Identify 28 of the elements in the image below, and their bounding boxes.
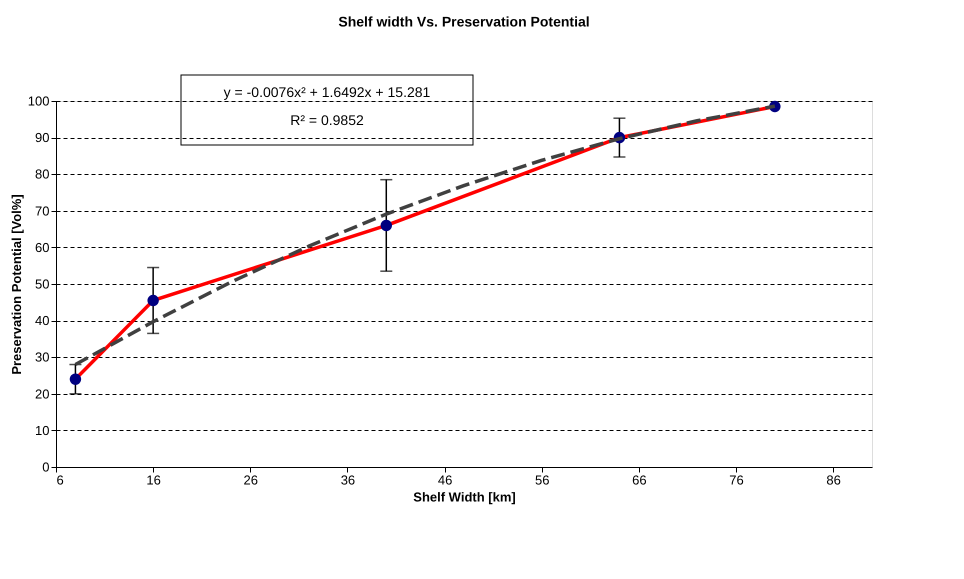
y-tick-label: 60: [35, 240, 50, 255]
x-tick-label: 86: [826, 472, 841, 488]
y-tick-label: 40: [35, 313, 50, 328]
y-tick-label: 30: [35, 350, 50, 365]
y-tick-label: 90: [35, 130, 50, 146]
point: [380, 220, 392, 232]
x-tick-label: 46: [438, 472, 452, 488]
x-tick-label: 26: [244, 472, 258, 488]
point: [147, 294, 159, 306]
x-tick-label: 66: [632, 472, 647, 488]
text: y = -0.0076x² + 1.6492x + 15.281: [224, 84, 431, 100]
point: [70, 373, 82, 385]
y-tick-label: 100: [28, 94, 50, 108]
x-axis-title: Shelf Width [km]: [413, 490, 516, 504]
y-tick-label: 80: [35, 166, 50, 182]
x-tick-label: 6: [56, 472, 64, 488]
chart-title: Shelf width Vs. Preservation Potential: [338, 14, 590, 30]
y-axis-title: Preservation Potential [Vol%]: [8, 194, 24, 375]
y-tick-label: 20: [35, 386, 50, 402]
x-tick-label: 36: [340, 472, 356, 488]
y-tick-label: 70: [35, 203, 50, 218]
y-tick-label: 0: [42, 460, 50, 474]
x-tick-label: 16: [146, 472, 161, 488]
y-tick-label: 10: [35, 422, 50, 438]
x-tick-label: 56: [534, 472, 550, 488]
annotation: R² = 0.9852: [290, 112, 364, 128]
x-tick-label: 76: [729, 472, 744, 488]
y-tick-label: 50: [35, 276, 50, 292]
